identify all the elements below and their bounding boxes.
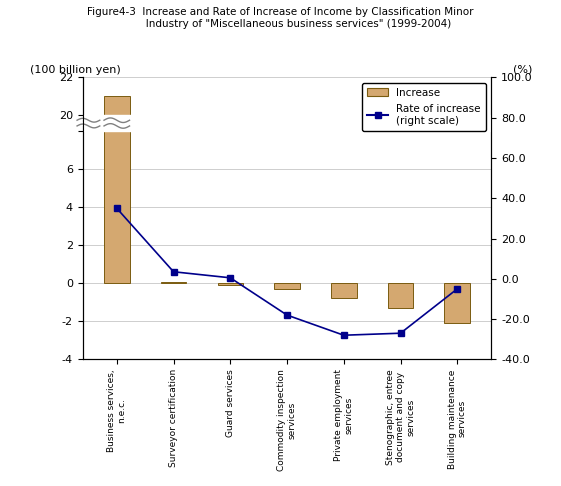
Text: Figure4-3  Increase and Rate of Increase of Income by Classification Minor
     : Figure4-3 Increase and Rate of Increase … [88,7,473,29]
Bar [274,283,300,289]
Legend: Increase, Rate of increase
(right scale): Increase, Rate of increase (right scale) [362,83,486,131]
Bar [444,283,470,323]
Bar [331,283,357,298]
Bar [104,96,130,283]
Text: (%): (%) [513,65,532,74]
Bar [218,283,243,285]
Bar [161,282,186,283]
Text: (100 billion yen): (100 billion yen) [30,65,121,74]
Bar [388,283,413,308]
